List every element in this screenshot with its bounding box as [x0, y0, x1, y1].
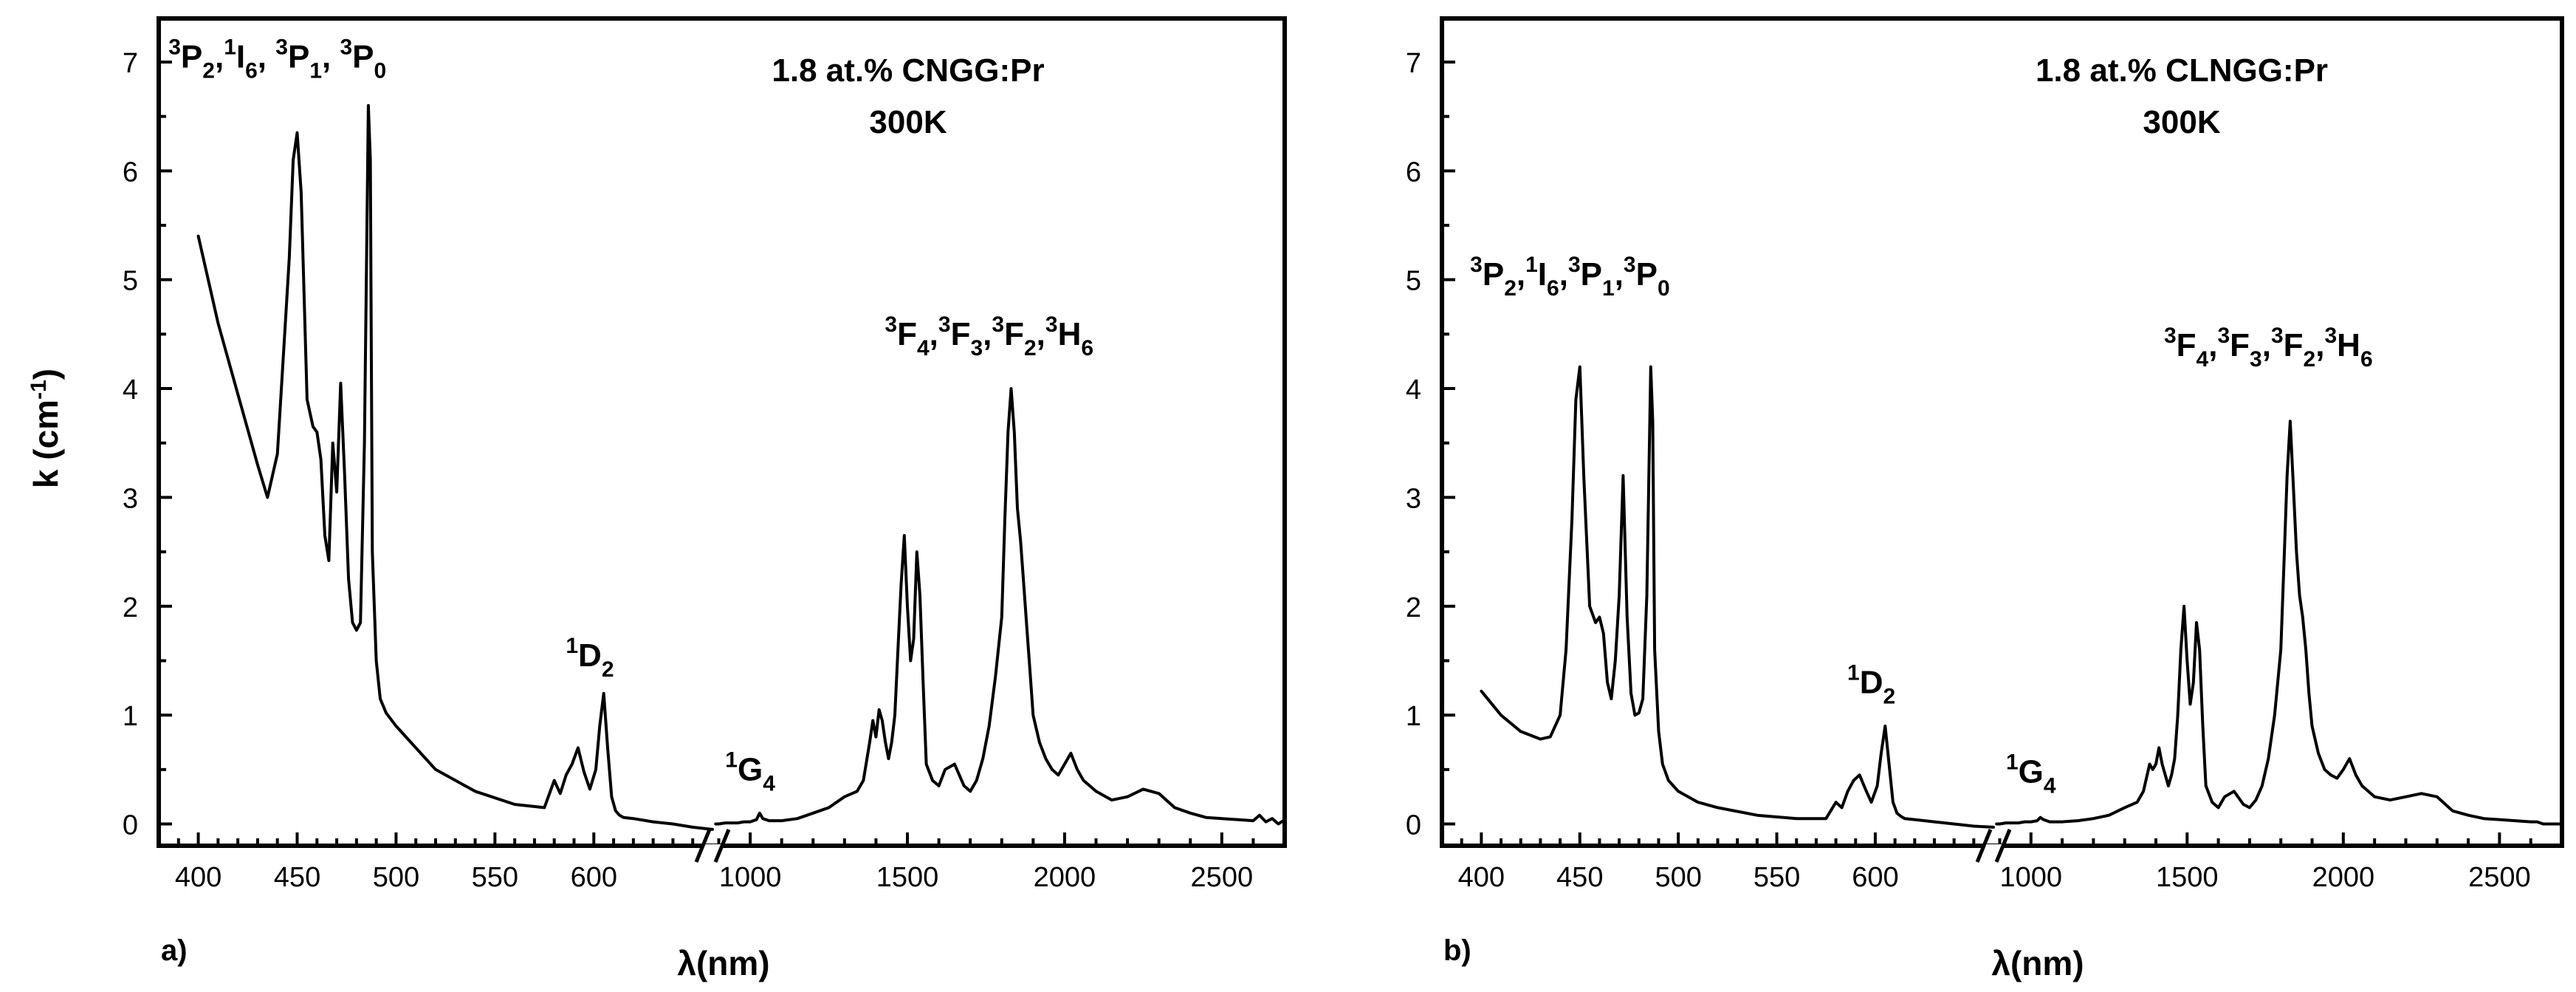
axis-break-mark: [1975, 829, 1993, 863]
chart-panel-b: 0 1 2 3 4 5 6 7 400 450 500 550 600 1000 1500 2000 2500 1…: [1406, 16, 2564, 982]
transition-label: 3P2,1I6,3P1,3P0: [1470, 253, 1670, 301]
x-tick-label: 1500: [2156, 862, 2219, 893]
x-axis-title: λ(nm): [1991, 944, 2084, 982]
x-tick-label: 400: [175, 862, 221, 893]
x-tick-label: 550: [1754, 862, 1800, 893]
x-tick-label: 2000: [2312, 862, 2375, 893]
y-tick-label: 0: [123, 810, 138, 841]
temperature-label: 300K: [2143, 104, 2220, 140]
y-tick-label: 6: [1406, 157, 1421, 188]
temperature-label: 300K: [869, 104, 947, 140]
sample-label: 1.8 at.% CLNGG:Pr: [2036, 52, 2328, 89]
x-tick-label: 450: [1556, 862, 1603, 893]
x-tick-label: 400: [1458, 862, 1505, 893]
transition-label: 1G4: [2006, 750, 2056, 798]
transition-label: 3P2,1I6, 3P1, 3P0: [168, 35, 386, 83]
y-tick-label: 1: [1406, 701, 1421, 732]
x-axis-title: λ(nm): [677, 944, 769, 982]
sample-label: 1.8 at.% CNGG:Pr: [772, 52, 1044, 89]
y-tick-label: 5: [1406, 266, 1421, 297]
y-tick-label: 2: [1406, 592, 1421, 623]
y-axis-title: k (cm-1): [27, 369, 65, 488]
y-tick-label: 3: [1406, 483, 1421, 514]
y-tick-label: 6: [123, 157, 138, 188]
plot-frame: [1440, 16, 2564, 848]
y-tick-label: 1: [123, 701, 138, 732]
y-tick-label: 4: [123, 374, 138, 406]
transition-label: 1G4: [725, 748, 775, 796]
x-tick-label: 1000: [719, 862, 782, 893]
y-tick-label: 3: [123, 483, 138, 514]
transition-label: 3F4,3F3,3F2,3H6: [2164, 324, 2373, 372]
x-tick-label: 450: [274, 862, 320, 893]
x-tick-label: 2000: [1034, 862, 1096, 893]
axis-break-mark: [713, 829, 731, 863]
series-line-visible: [1480, 365, 1995, 829]
y-tick-label: 5: [123, 266, 138, 297]
series-line-ir: [1995, 420, 2563, 826]
y-tick-label: 4: [1406, 374, 1421, 406]
transition-label: 1D2: [1847, 661, 1895, 709]
x-tick-label: 550: [472, 862, 518, 893]
y-tick-label: 7: [1406, 48, 1421, 79]
x-tick-label: 600: [571, 862, 617, 893]
series-line-visible: [196, 103, 714, 831]
panel-label: a): [161, 934, 188, 967]
transition-label: 1D2: [566, 634, 614, 682]
plot-frame: [157, 16, 1287, 848]
x-tick-label: 500: [373, 862, 419, 893]
series-line-ir: [714, 387, 1286, 826]
axis-break-mark: [694, 829, 712, 863]
x-tick-label: 2500: [2468, 862, 2531, 893]
chart-panel-a: 0 1 2 3 4 5 6 7 400 450 500 550 600 1000 1500 2000 2500 1…: [123, 16, 1287, 982]
x-tick-label: 1500: [876, 862, 939, 893]
x-tick-label: 1000: [1999, 862, 2062, 893]
axis-break-mark: [1994, 829, 2012, 863]
y-tick-label: 7: [123, 48, 138, 79]
transition-label: 3F4,3F3,3F2,3H6: [885, 312, 1093, 360]
panel-label: b): [1443, 934, 1471, 967]
x-tick-label: 500: [1655, 862, 1701, 893]
x-tick-label: 600: [1852, 862, 1898, 893]
y-tick-label: 0: [1406, 810, 1421, 841]
y-tick-label: 2: [123, 592, 138, 623]
x-tick-label: 2500: [1191, 862, 1254, 893]
